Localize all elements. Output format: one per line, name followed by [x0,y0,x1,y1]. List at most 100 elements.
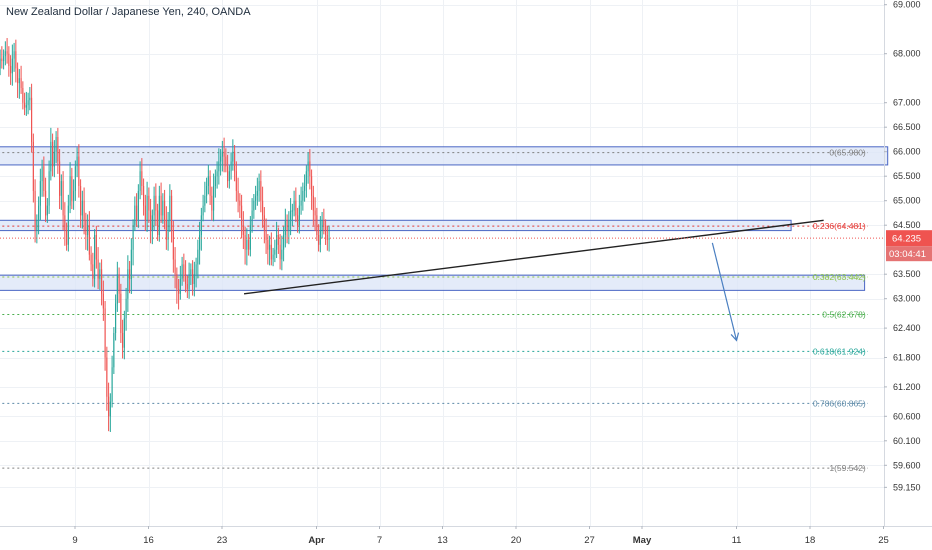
candle-body [227,166,229,182]
time-axis[interactable]: 9 16 23 Apr 7 13 20 27 May 11 18 25 [72,526,889,546]
candle-body [237,190,239,201]
candle-body [279,244,281,260]
time-axis-label: 23 [217,535,228,546]
candle-body [223,151,225,157]
candle-body [169,195,171,221]
candle-body [211,195,213,211]
candle-body [284,220,286,235]
candle-body [127,269,129,299]
candle-body [43,166,45,191]
zone-rectangle[interactable] [0,274,866,291]
candle-body [55,137,57,152]
candle-body [265,230,267,240]
candle-body [123,318,125,348]
candle-body [0,58,1,69]
candle-body [207,176,209,186]
candle-body [11,58,13,74]
candle-body [323,220,325,226]
time-axis-label: 20 [511,535,522,546]
candle-body [178,288,180,294]
candle-body [90,254,92,265]
candle-body [10,65,12,74]
candle-body [8,53,10,66]
candle-body [314,210,316,216]
candle-body [20,78,22,88]
price-axis-label: 65.500 [893,171,921,181]
fib-level-label: 0(65.980) [829,148,866,158]
candle-body [300,200,302,206]
candle-body [57,137,59,162]
candle-body [78,156,80,186]
chart-drawings[interactable] [0,219,884,342]
candle-body [60,181,62,196]
candle-body [137,190,139,221]
candle-body [94,235,96,280]
candle-body [85,220,87,235]
price-axis-label: 64.500 [893,220,921,230]
candle-body [80,186,82,216]
candle-body [31,97,33,142]
candlestick-series [0,38,330,432]
time-axis-label: 7 [377,535,382,546]
candle-body [204,195,206,206]
fibonacci-retracement[interactable]: 0(65.980) 0.236(64.481) 0.382(63.442) 0.5(6… [0,148,868,473]
candle-body [148,195,150,211]
candle-body [214,176,216,186]
price-axis-label: 63.500 [893,269,921,279]
countdown-badge [886,246,932,262]
time-axis-label: 11 [732,535,742,546]
candle-body [277,235,279,245]
candle-body [318,235,320,245]
fib-level-label: 0.618(61.924) [813,346,866,356]
rising-trendline[interactable] [243,219,824,295]
candle-body [108,396,110,417]
price-axis-label: 67.000 [893,98,921,108]
zone-rectangle[interactable] [0,146,889,166]
candle-body [228,171,230,182]
candle-body [4,51,6,57]
projection-arrow[interactable] [711,242,738,341]
time-axis-label: 9 [72,535,77,546]
candle-body [307,161,309,172]
candle-body [171,195,173,231]
candle-body [281,249,283,260]
candle-body [71,176,73,201]
candle-body [116,274,118,304]
candle-body [172,230,174,260]
candle-body [202,205,204,216]
candle-body [22,88,24,103]
candle-body [109,401,111,417]
candle-body [74,166,76,191]
candle-body [297,215,299,226]
candle-body [136,205,138,221]
candle-body [234,151,236,172]
candle-body [304,186,306,191]
candle-body [25,105,27,108]
candle-body [225,156,227,167]
candle-body [99,269,101,280]
candle-body [34,190,36,231]
candle-body [291,210,293,212]
price-axis-label: 63.000 [893,294,921,304]
price-axis-label: 60.600 [893,411,921,421]
candle-body [73,190,75,201]
candle-body [193,274,195,284]
price-axis-label: 62.400 [893,323,921,333]
candle-body [144,205,146,221]
candle-body [270,244,272,260]
candle-body [197,249,199,265]
candle-body [244,235,246,250]
price-axis-label: 66.000 [893,147,921,157]
candle-body [29,97,31,101]
candle-body [230,161,232,172]
price-axis[interactable]: 69.000 68.000 67.000 66.500 66.000 65.500 65.0… [884,0,921,492]
candle-body [64,215,66,231]
candle-body [69,176,71,206]
candle-body [27,100,29,106]
candle-body [48,171,50,206]
candle-body [120,293,122,333]
candle-body [115,303,117,333]
time-axis-label: 27 [584,535,595,546]
zone-rectangle[interactable] [0,219,792,232]
